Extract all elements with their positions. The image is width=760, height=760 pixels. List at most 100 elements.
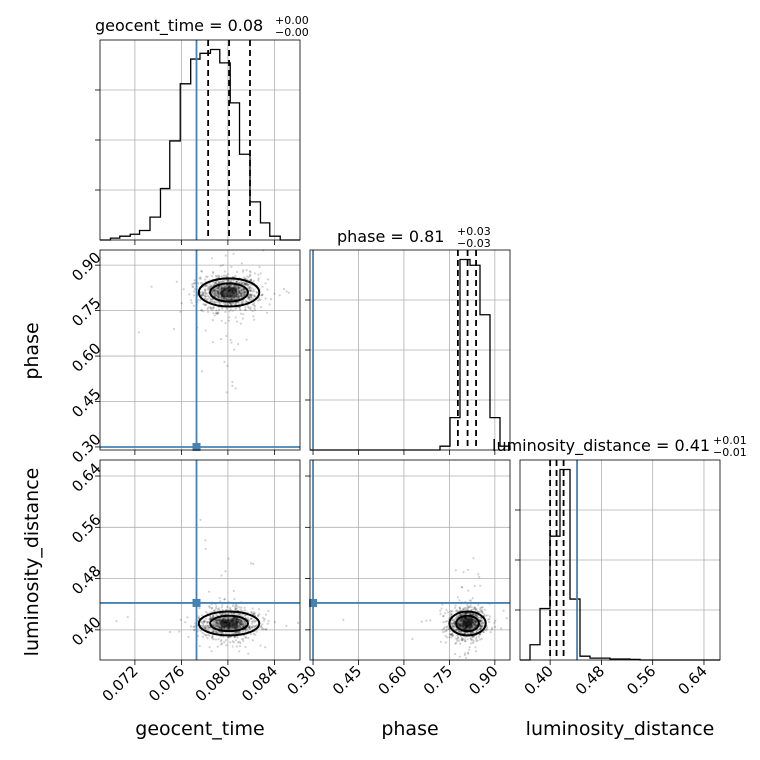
contour-inner xyxy=(209,614,249,633)
sample-point xyxy=(215,605,218,608)
sample-point xyxy=(480,637,483,641)
sample-point xyxy=(445,628,448,631)
sample-point xyxy=(213,610,216,613)
sample-point xyxy=(238,291,241,294)
density-cell xyxy=(220,282,230,288)
panel-phase-vs-geocent-time: 0.30 0.45 0.60 0.75 0.90 xyxy=(68,248,301,467)
sample-point xyxy=(250,622,254,625)
sample-point xyxy=(216,631,219,634)
sample-point xyxy=(481,610,484,613)
title-phase: phase = 0.81 xyxy=(337,227,444,246)
sample-point xyxy=(473,623,477,627)
sample-point xyxy=(204,295,207,298)
sample-point xyxy=(223,641,226,644)
sample-point xyxy=(240,282,244,285)
sample-point xyxy=(198,645,201,648)
sample-point xyxy=(247,285,250,288)
sample-point xyxy=(237,288,240,291)
sample-point xyxy=(458,655,461,658)
sample-point xyxy=(241,623,245,626)
sample-point xyxy=(243,283,246,286)
sample-point xyxy=(238,631,241,634)
sample-point xyxy=(232,589,235,593)
sample-point xyxy=(241,281,244,284)
sample-point xyxy=(205,634,208,637)
sample-point xyxy=(204,291,207,294)
sample-point xyxy=(217,295,220,298)
sample-point xyxy=(217,625,221,628)
sample-point xyxy=(237,285,240,288)
sample-point xyxy=(469,637,473,641)
sample-point xyxy=(442,631,445,634)
sample-point xyxy=(262,616,265,620)
sample-point xyxy=(250,293,253,297)
sample-point xyxy=(285,290,288,293)
sample-point xyxy=(240,606,243,609)
sample-point xyxy=(240,293,243,296)
sample-point xyxy=(231,604,234,608)
sample-point xyxy=(253,307,256,310)
sample-point xyxy=(217,274,220,277)
sample-point xyxy=(467,651,470,654)
sample-point xyxy=(256,291,259,294)
sample-point xyxy=(219,617,222,620)
sample-point xyxy=(192,625,195,628)
sample-point xyxy=(203,297,206,300)
sample-point xyxy=(233,348,236,351)
sample-point xyxy=(230,265,233,268)
sample-point xyxy=(218,618,221,622)
sample-point xyxy=(233,627,236,630)
sample-point xyxy=(234,316,237,319)
sample-point xyxy=(229,302,232,305)
sample-point xyxy=(252,624,255,628)
sample-point xyxy=(237,625,241,628)
sample-point xyxy=(262,619,265,622)
sample-point xyxy=(235,280,238,283)
sample-point xyxy=(472,622,475,625)
sample-point xyxy=(214,311,218,315)
sample-point xyxy=(442,627,446,630)
sample-point xyxy=(244,282,248,285)
sample-point xyxy=(439,612,442,616)
sample-point xyxy=(287,291,290,294)
sample-point xyxy=(203,627,206,630)
sample-point xyxy=(225,285,228,288)
sample-point xyxy=(197,282,200,285)
sample-point xyxy=(243,288,246,291)
sample-point xyxy=(222,279,225,282)
sample-point xyxy=(203,619,206,622)
sample-point xyxy=(259,624,262,628)
sample-point xyxy=(474,613,477,617)
sample-point xyxy=(231,380,234,384)
sample-point xyxy=(212,301,215,304)
sample-point xyxy=(458,639,461,642)
sample-point xyxy=(458,606,461,609)
sample-point xyxy=(242,625,245,628)
sample-point xyxy=(260,294,263,297)
sample-point xyxy=(237,624,240,627)
sample-point xyxy=(238,631,241,634)
sample-point xyxy=(216,275,219,278)
sample-point xyxy=(250,626,253,629)
sample-point xyxy=(207,306,210,309)
sample-point xyxy=(204,278,207,281)
sample-point xyxy=(251,639,254,642)
sample-point xyxy=(211,290,214,293)
sample-point xyxy=(211,309,214,312)
sample-point xyxy=(242,293,245,296)
sample-point xyxy=(218,621,221,624)
sample-point xyxy=(209,615,212,618)
sample-point xyxy=(219,285,222,288)
sample-point xyxy=(451,610,454,613)
sample-point xyxy=(232,612,235,615)
sample-point xyxy=(219,264,222,267)
sample-point xyxy=(214,607,218,610)
sample-point xyxy=(247,295,250,298)
sample-point xyxy=(223,598,226,601)
sample-point xyxy=(202,292,205,295)
sample-point xyxy=(200,294,203,297)
sample-point xyxy=(458,606,461,610)
sample-point xyxy=(250,620,253,623)
sample-point xyxy=(481,606,484,609)
sample-point xyxy=(204,285,207,288)
